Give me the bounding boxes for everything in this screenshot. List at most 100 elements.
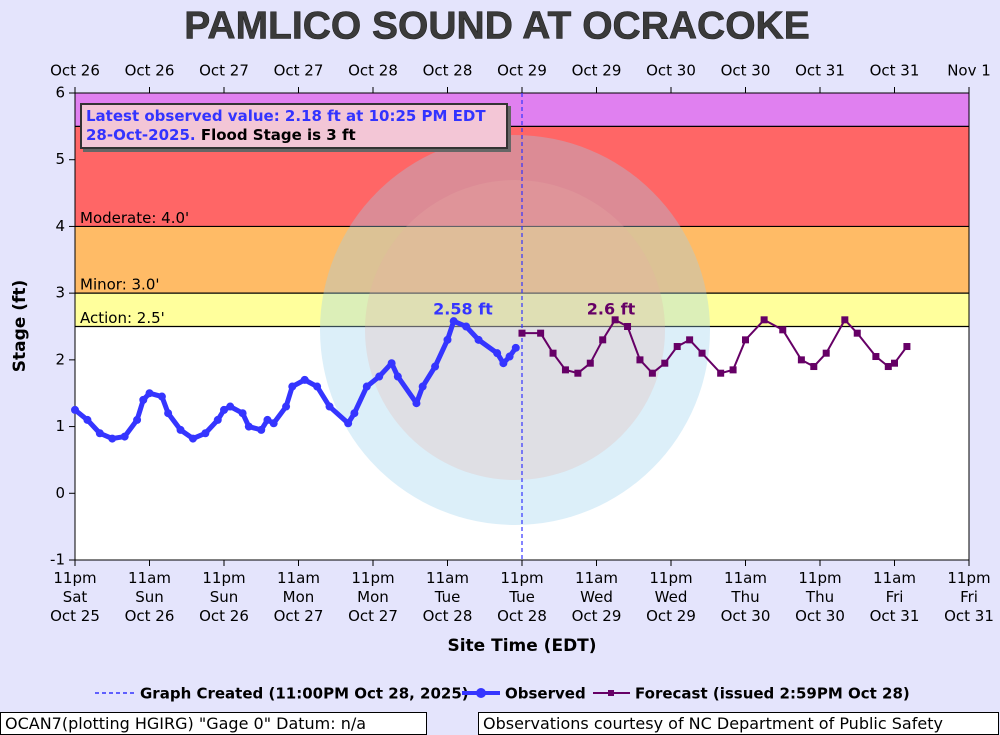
observed-point (325, 402, 334, 411)
observed-point (474, 335, 483, 344)
x2-tick-label: Oct 28 (348, 62, 398, 80)
x2-tick-label: Oct 31 (870, 62, 920, 80)
observed-point (350, 409, 359, 418)
forecast-point (891, 359, 898, 367)
observed-point (244, 422, 253, 431)
observed-point (387, 359, 396, 368)
x2-tick-label: Oct 27 (199, 62, 249, 80)
forecast-point (903, 343, 911, 351)
y-tick-label: 0 (55, 484, 65, 502)
forecast-point (872, 353, 880, 361)
forecast-point (717, 369, 725, 377)
x2-tick-label: Oct 29 (572, 62, 622, 80)
flood-stage-text: Flood Stage is 3 ft (200, 126, 356, 144)
forecast-point (636, 356, 644, 364)
x-tick-label: 11am Thu Oct 30 (721, 569, 771, 625)
x2-tick-label: Oct 29 (497, 62, 547, 80)
observed-point (393, 372, 402, 381)
forecast-point (661, 359, 669, 367)
observed-point (282, 402, 291, 411)
x-tick-label: 11am Fri Oct 31 (870, 569, 920, 625)
observed-point (263, 415, 272, 424)
observed-point (145, 389, 154, 398)
y-axis-label: Stage (ft) (10, 280, 30, 373)
x2-tick-label: Oct 28 (423, 62, 473, 80)
flood-label: Action: 2.5' (80, 309, 165, 327)
observed-point (300, 375, 309, 384)
x2-tick-label: Oct 31 (795, 62, 845, 80)
observed-point (71, 405, 79, 414)
observed-point (188, 434, 197, 443)
x2-tick-label: Oct 26 (125, 62, 175, 80)
observed-point (213, 415, 222, 424)
footer-left: OCAN7(plotting HGIRG) "Gage 0" Datum: n/… (0, 712, 427, 735)
observed-point (108, 434, 117, 443)
observed-point (511, 343, 520, 352)
x-tick-label: 11am Tue Oct 28 (423, 569, 473, 625)
forecast-point (841, 316, 849, 324)
observed-point (238, 409, 247, 418)
y-tick-label: 1 (55, 417, 65, 435)
observed-point (257, 425, 266, 434)
observed-point (313, 382, 322, 391)
forecast-point (698, 349, 706, 357)
forecast-point (779, 326, 787, 334)
latest-note: Latest observed value: 2.18 ft at 10:25 … (80, 103, 508, 149)
forecast-point (624, 323, 632, 330)
observed-point (418, 382, 427, 391)
observed-point (449, 317, 458, 326)
y-tick-label: 6 (55, 84, 65, 102)
observed-point (226, 402, 235, 411)
observed-point (269, 419, 278, 428)
observed-point (412, 399, 421, 408)
forecast-point (729, 366, 737, 374)
observed-point (443, 335, 452, 344)
observed-point (493, 349, 502, 358)
x-tick-label: 11pm Sat Oct 25 (50, 569, 100, 625)
observed-point (431, 362, 440, 371)
observed-point (499, 359, 508, 368)
forecast-point (822, 349, 830, 357)
observed-point (220, 405, 228, 414)
legend-forecast: Forecast (issued 2:59PM Oct 28) (635, 685, 910, 703)
forecast-point (574, 369, 582, 377)
observed-point (139, 395, 148, 404)
x-tick-label: 11am Wed Oct 29 (572, 569, 622, 625)
forecast-point (760, 316, 768, 324)
x-tick-label: 11pm Mon Oct 27 (348, 569, 398, 625)
watermark (320, 135, 710, 525)
latest-text: Latest observed value: 2.18 ft at 10:25 … (86, 107, 486, 144)
x-axis-label: Site Time (EDT) (447, 636, 596, 656)
forecast-point (853, 329, 861, 337)
forecast-point (686, 336, 694, 344)
forecast-point (561, 366, 569, 374)
forecast-point (648, 369, 656, 377)
y-tick-label: 2 (55, 350, 65, 368)
watermark-inner (365, 180, 665, 480)
observed-point (362, 382, 371, 391)
y-tick-label: -1 (50, 551, 65, 569)
observed-point (288, 382, 297, 391)
flood-label: Minor: 3.0' (80, 276, 160, 294)
forecast-point (537, 329, 545, 337)
forecast-point (518, 329, 526, 337)
peak-label: 2.6 ft (587, 300, 636, 319)
forecast-point (549, 349, 557, 357)
forecast-point (673, 343, 681, 351)
footer-right: Observations courtesy of NC Department o… (478, 712, 999, 735)
x2-tick-label: Oct 26 (50, 62, 100, 80)
observed-point (375, 372, 384, 381)
x-tick-label: 11pm Tue Oct 28 (497, 569, 547, 625)
x-tick-label: 11pm Sun Oct 26 (199, 569, 249, 625)
legend-forecast-marker (608, 690, 614, 696)
observed-point (176, 425, 185, 434)
x2-tick-label: Oct 30 (721, 62, 771, 80)
chart-title: PAMLICO SOUND AT OCRACOKE (184, 4, 809, 47)
forecast-point (797, 356, 805, 364)
x2-tick-label: Nov 1 (947, 62, 991, 80)
flood-label: Moderate: 4.0' (80, 209, 189, 227)
x-tick-label: 11am Sun Oct 26 (125, 569, 175, 625)
forecast-point (599, 336, 607, 344)
forecast-point (586, 359, 594, 367)
